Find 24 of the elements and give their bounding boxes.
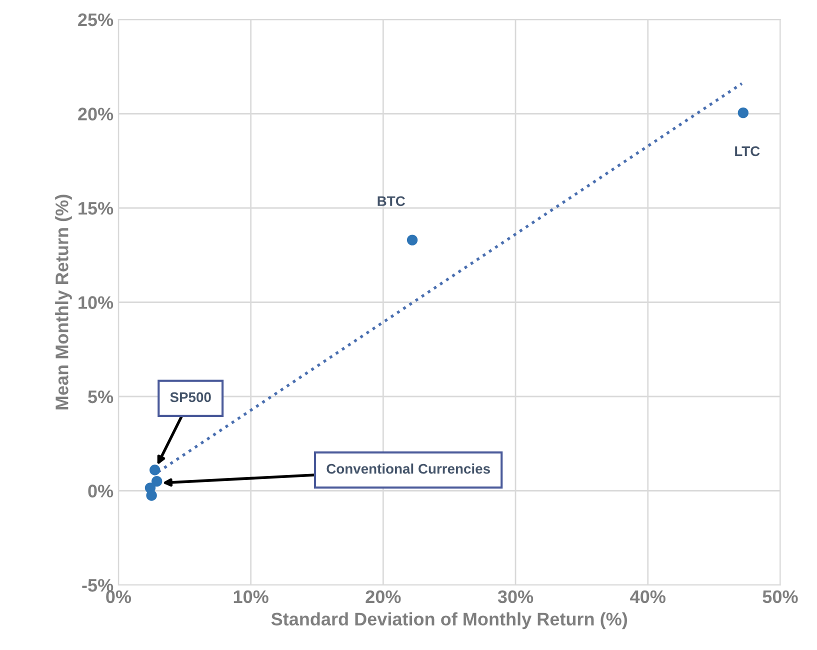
- x-tick-label: 40%: [630, 590, 666, 604]
- point: [150, 464, 160, 476]
- y-tick-label: 10%: [78, 296, 114, 309]
- annotation: LTC: [735, 146, 760, 156]
- y-tick-label: 5%: [88, 390, 114, 404]
- y-tick-label: -5%: [82, 578, 114, 592]
- point: [406, 234, 418, 246]
- x-tick-label: 0%: [106, 590, 132, 604]
- annotation: BTC: [378, 196, 406, 206]
- y-axis-title: Mean Monthly Return (%): [55, 194, 72, 410]
- point: [151, 476, 162, 487]
- annotation: SP500: [170, 392, 211, 402]
- point: [146, 490, 157, 501]
- y-tick-label: 25%: [78, 13, 114, 26]
- point: [738, 107, 749, 118]
- x-tick-label: 30%: [498, 590, 534, 604]
- x-tick-label: 20%: [366, 590, 401, 604]
- x-tick-label: 10%: [234, 590, 268, 604]
- annotation: Conventional Currencies: [326, 464, 490, 474]
- y-tick-label: 0%: [88, 484, 114, 498]
- y-tick-label: 20%: [78, 108, 114, 120]
- x-tick-label: 50%: [762, 590, 798, 604]
- y-tick-label: 15%: [78, 202, 114, 215]
- x-axis-title: Standard Deviation of Monthly Return (%): [271, 612, 628, 630]
